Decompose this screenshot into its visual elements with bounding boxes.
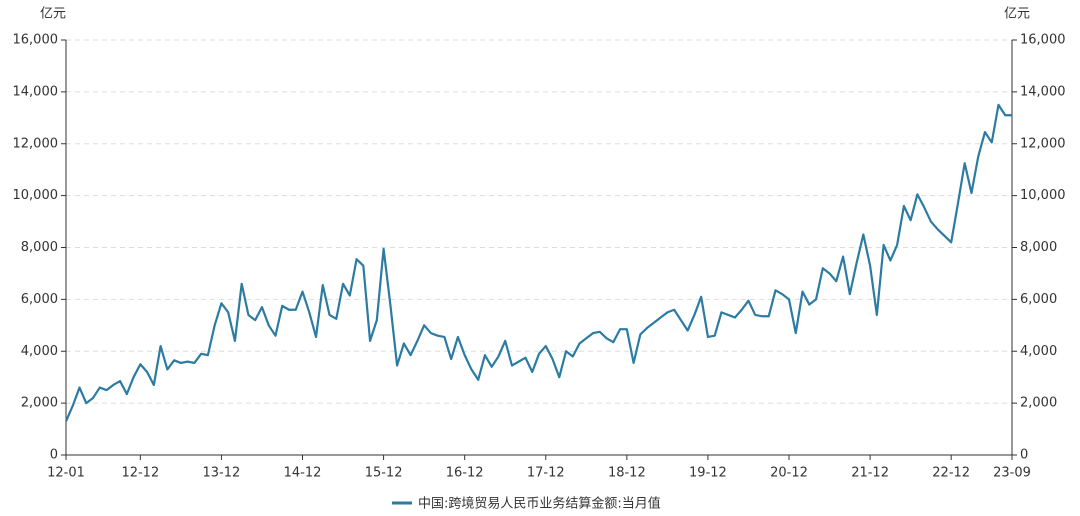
y2-tick-label: 0 (1020, 448, 1028, 463)
y2-tick-label: 10,000 (1020, 188, 1066, 203)
y2-tick-label: 8,000 (1020, 240, 1057, 255)
x-tick-label: 18-12 (608, 466, 646, 481)
x-tick-label: 15-12 (365, 466, 403, 481)
x-tick-label: 21-12 (851, 466, 889, 481)
x-tick-label: 20-12 (770, 466, 808, 481)
x-tick-label: 16-12 (446, 466, 484, 481)
y2-tick-label: 2,000 (1020, 396, 1057, 411)
y-tick-label: 4,000 (21, 344, 58, 359)
x-tick-label: 17-12 (527, 466, 565, 481)
x-tick-label: 14-12 (284, 466, 322, 481)
line (64, 103, 1012, 422)
y2-tick-label: 14,000 (1020, 84, 1066, 99)
y-tick-label: 14,000 (13, 84, 59, 99)
y-axis-label: 亿元 (40, 7, 66, 22)
y-tick-label: 16,000 (13, 33, 59, 48)
x-tick-label: 12-01 (47, 466, 85, 481)
x-tick-label: 19-12 (689, 466, 727, 481)
y2-tick-label: 4,000 (1020, 344, 1057, 359)
y-tick-label: 6,000 (21, 292, 58, 307)
x-tick-label: 22-12 (932, 466, 970, 481)
y-tick-label: 2,000 (21, 396, 58, 411)
y-tick-label: 12,000 (13, 136, 59, 151)
y2-tick-label: 16,000 (1020, 33, 1066, 48)
x-tick-label: 23-09 (993, 466, 1031, 481)
y2-tick-label: 6,000 (1020, 292, 1057, 307)
y-tick-label: 0 (50, 448, 58, 463)
y-tick-label: 8,000 (21, 240, 58, 255)
y2-tick-label: 12,000 (1020, 136, 1066, 151)
y2-axis-label: 亿元 (1004, 7, 1030, 22)
y-tick-label: 10,000 (13, 188, 59, 203)
x-tick-label: 12-12 (121, 466, 159, 481)
x-tick-label: 13-12 (203, 466, 241, 481)
legend-label: 中国:跨境贸易人民币业务结算金额:当月值 (418, 496, 661, 512)
